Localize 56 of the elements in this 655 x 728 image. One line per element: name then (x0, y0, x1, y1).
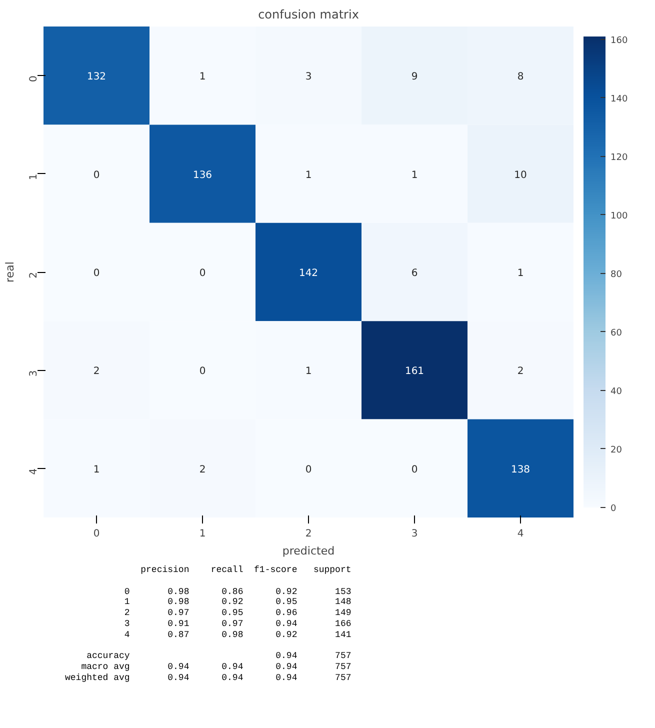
y-tick-label: 3 (28, 370, 40, 377)
text: 3 0.91 0.97 0.94 166 (124, 618, 352, 629)
text: 0 0.98 0.86 0.92 153 (124, 586, 352, 597)
data-label: 0 (305, 464, 312, 476)
color-bar-label: 40 (610, 386, 622, 397)
color-bar-label: 160 (610, 36, 628, 46)
data-label: 3 (305, 72, 312, 83)
data-label: 142 (298, 268, 318, 279)
data-label: 10 (514, 170, 527, 181)
chart-title: confusion matrix (258, 8, 359, 22)
data-label: 161 (404, 366, 424, 378)
data-label: 1 (305, 366, 312, 378)
text: accuracy 0.94 757 (86, 651, 352, 662)
text: 4 0.87 0.98 0.92 141 (124, 630, 352, 640)
data-label: 2 (517, 366, 524, 378)
color-bar-label: 20 (610, 445, 622, 456)
y-axis-title: real (4, 262, 16, 282)
data-label: 1 (411, 170, 418, 181)
x-tick-label: 3 (411, 528, 418, 540)
data-label: 2 (199, 464, 206, 476)
data-label: 2 (93, 366, 100, 378)
color-bar-label: 120 (610, 152, 628, 163)
color-bar-label: 80 (610, 270, 622, 280)
data-label: 0 (93, 268, 100, 279)
color-bar-label: 60 (610, 328, 622, 338)
y-tick-label: 1 (28, 174, 40, 180)
color-bar-label: 100 (610, 211, 628, 222)
data-label: 1 (93, 464, 100, 476)
x-tick-label: 2 (305, 528, 312, 540)
color-bar-label: 0 (610, 504, 616, 514)
data-label: 1 (305, 170, 312, 181)
data-label: 0 (93, 170, 100, 181)
data-label: 0 (199, 268, 206, 279)
x-tick-label: 0 (93, 528, 100, 540)
text: weighted avg 0.94 0.94 0.94 757 (65, 672, 352, 683)
data-label: 1 (517, 268, 524, 279)
y-tick-label: 2 (28, 272, 40, 278)
data-label: 138 (510, 464, 530, 476)
text: 2 0.97 0.95 0.96 149 (124, 608, 352, 618)
text: macro avg 0.94 0.94 0.94 757 (81, 662, 352, 672)
data-label: 136 (192, 170, 212, 181)
data-label: 0 (411, 464, 418, 476)
data-label: 132 (86, 72, 106, 83)
x-tick-label: 4 (517, 528, 524, 540)
data-label: 1 (199, 72, 206, 83)
text: 1 0.98 0.92 0.95 148 (124, 597, 352, 608)
x-axis-title: predicted (282, 544, 335, 558)
x-tick-label: 1 (199, 528, 206, 540)
data-label: 9 (411, 72, 418, 83)
data-label: 6 (411, 268, 418, 279)
data-label: 0 (199, 366, 206, 378)
data-label: 8 (517, 72, 524, 83)
y-tick-label: 4 (28, 468, 40, 475)
text: precision recall f1-score support (140, 565, 352, 575)
y-tick-label: 0 (28, 76, 40, 82)
color-bar-label: 140 (610, 94, 628, 104)
